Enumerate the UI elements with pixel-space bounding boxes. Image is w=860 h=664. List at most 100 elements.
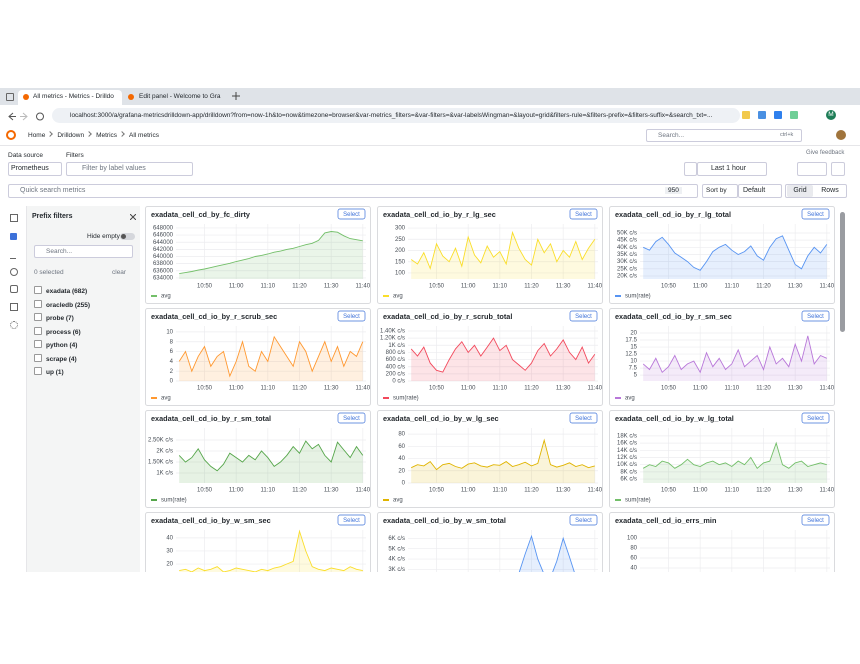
prefix-item[interactable]: scrape (4)	[34, 353, 77, 363]
select-label[interactable]: Select	[343, 314, 360, 320]
refresh[interactable]	[797, 162, 827, 176]
select-label[interactable]: Select	[343, 212, 360, 218]
prefix-item[interactable]: oracledb (255)	[34, 299, 90, 309]
tab-title[interactable]: Edit panel - Welcome to Gra	[139, 93, 221, 100]
metric-count: 950	[665, 187, 682, 194]
select-label[interactable]: Select	[807, 416, 824, 422]
scrollbar[interactable]	[840, 212, 845, 332]
select-label[interactable]: Select	[575, 314, 592, 320]
time-picker[interactable]	[697, 162, 767, 176]
area-fill	[179, 231, 363, 279]
y-tick-label: 60	[398, 444, 405, 450]
rail-icon[interactable]	[10, 321, 18, 329]
select-button[interactable]	[569, 412, 598, 424]
select-button[interactable]	[801, 412, 830, 424]
checkbox[interactable]	[34, 340, 42, 348]
y-tick-label: 50K c/s	[617, 231, 637, 237]
breadcrumb[interactable]: Metrics	[96, 132, 118, 139]
quick-search[interactable]	[8, 184, 698, 198]
series-line	[411, 438, 595, 471]
datasource-select[interactable]	[8, 162, 62, 176]
profile[interactable]: M	[826, 110, 836, 120]
nav-buttons[interactable]	[6, 112, 46, 121]
panel-title: exadata_cell_cd_by_fc_dirty	[151, 210, 251, 219]
y-tick-label: 5K c/s	[388, 546, 405, 552]
select-label[interactable]: Select	[575, 416, 592, 422]
select-label[interactable]: Select	[807, 314, 824, 320]
tab-title[interactable]: All metrics - Metrics - Drilldo	[33, 93, 114, 100]
select-label[interactable]: Select	[575, 518, 592, 524]
series-line	[410, 230, 596, 270]
select-button[interactable]	[801, 310, 830, 322]
checkbox[interactable]	[34, 286, 42, 294]
extension-icon[interactable]	[758, 111, 766, 119]
select-button[interactable]	[337, 208, 366, 220]
checkbox[interactable]	[34, 326, 42, 335]
select-label[interactable]: Select	[343, 518, 360, 524]
prefix-item[interactable]: exadata (682)	[34, 286, 87, 295]
select-label[interactable]: Select	[343, 416, 360, 422]
hide-empty-toggle[interactable]	[120, 233, 135, 240]
rail-icon[interactable]	[10, 214, 18, 222]
metric-panel: exadata_cell_cd_io_by_r_sm_sec Select 57.5…	[609, 308, 835, 406]
user-avatar[interactable]	[836, 130, 846, 140]
prefix-item[interactable]: up (1)	[34, 367, 64, 376]
y-tick-label: 7.5	[629, 366, 638, 372]
checkbox[interactable]	[34, 367, 42, 375]
search-box[interactable]	[646, 129, 802, 142]
feedback-link[interactable]: Give feedback	[806, 150, 845, 156]
select-label[interactable]: Select	[807, 212, 824, 218]
rail-icon[interactable]	[10, 233, 17, 240]
clear-link[interactable]: clear	[112, 269, 127, 276]
rail-icon[interactable]	[10, 252, 16, 259]
auto-refresh[interactable]	[831, 162, 845, 176]
x-tick-label: 11:30	[324, 488, 339, 494]
select-label[interactable]: Select	[807, 518, 824, 524]
y-tick-label: 200	[395, 248, 406, 254]
select-label[interactable]: Select	[575, 212, 592, 218]
tab-menu[interactable]	[6, 93, 14, 101]
checkbox[interactable]	[34, 353, 42, 362]
select-button[interactable]	[569, 310, 598, 322]
prefix-item[interactable]: process (6)	[34, 326, 81, 336]
sidebar-close[interactable]	[130, 214, 136, 220]
select-button[interactable]	[337, 514, 366, 526]
metric-panel: exadata_cell_cd_io_by_w_sm_total Select 3K…	[377, 512, 603, 572]
layout-option[interactable]: Grid	[787, 185, 813, 197]
extension-icon[interactable]	[774, 111, 782, 119]
sort-select[interactable]	[738, 184, 782, 198]
prefix-item[interactable]: probe (7)	[34, 313, 74, 322]
extension-icon[interactable]	[790, 111, 798, 119]
select-button[interactable]	[337, 310, 366, 322]
checkbox[interactable]	[34, 299, 42, 308]
sidebar-search[interactable]	[34, 245, 133, 258]
select-button[interactable]	[801, 514, 830, 526]
prefix-label: probe (7)	[46, 315, 74, 322]
time-back[interactable]	[684, 162, 697, 176]
sidebar-title: Prefix filters	[32, 213, 73, 220]
grafana-logo[interactable]	[6, 130, 16, 140]
filter-input[interactable]	[66, 162, 193, 176]
breadcrumb[interactable]: Home	[28, 132, 46, 139]
select-button[interactable]	[801, 208, 830, 220]
x-tick-label: 11:40	[820, 284, 835, 290]
layout-option[interactable]: Rows	[821, 187, 839, 194]
select-button[interactable]	[337, 412, 366, 424]
extension-icon[interactable]	[742, 111, 750, 119]
zoom-out[interactable]	[776, 162, 790, 176]
url-field[interactable]	[52, 108, 740, 123]
rail-icon[interactable]	[10, 285, 18, 293]
select-button[interactable]	[569, 514, 598, 526]
select-button[interactable]	[569, 208, 598, 220]
prefix-item[interactable]: python (4)	[34, 340, 77, 349]
checkbox[interactable]	[34, 313, 42, 321]
rail-icon[interactable]	[10, 268, 18, 276]
url-text: localhost:3000/a/grafana-metricsdrilldow…	[70, 112, 713, 119]
breadcrumb[interactable]: Drilldown	[57, 132, 85, 139]
new-tab[interactable]	[232, 92, 240, 100]
tab[interactable]	[18, 90, 122, 105]
y-tick-label: 0 c/s	[392, 379, 405, 385]
rail-icon[interactable]	[10, 303, 18, 311]
y-tick-label: 8	[170, 339, 174, 345]
x-tick-label: 11:00	[693, 386, 708, 392]
